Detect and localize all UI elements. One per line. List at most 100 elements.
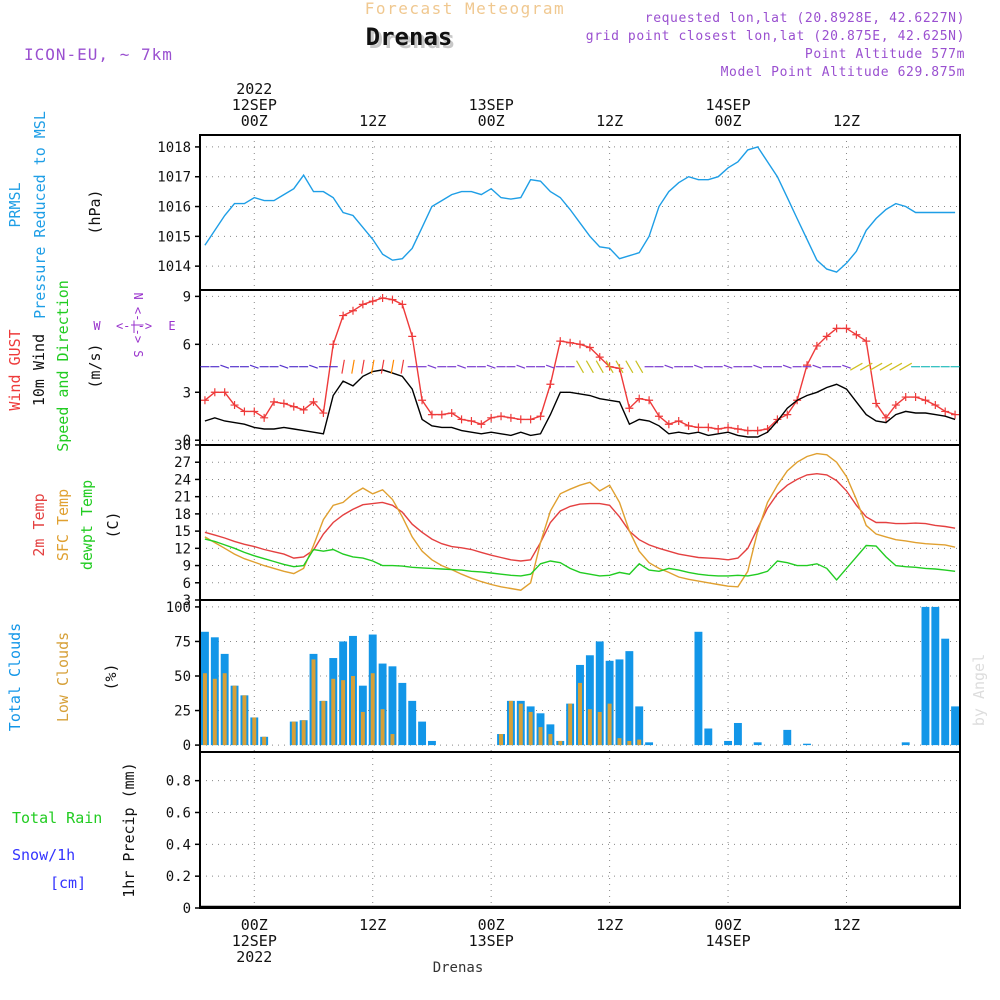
gust-marker [200,396,209,405]
wind-arrow [575,360,585,374]
total-cloud-bar [733,722,742,746]
gust-marker [684,421,693,430]
total-cloud-bar [694,631,703,746]
point-info: requested lon,lat (20.8928E, 42.6227N) gr… [586,11,965,80]
gust-marker [506,413,515,422]
info-line: requested lon,lat (20.8928E, 42.6227N) [645,11,965,26]
gust-marker [585,343,594,352]
supertitle: Forecast Meteogram [365,0,565,18]
wind-arrow [486,364,496,369]
low-cloud-bar [212,678,217,746]
gust-marker [743,426,752,435]
gust-marker [368,297,377,306]
total-cloud-bar [635,706,644,746]
bottom-time-label: 12Z [596,916,623,934]
gust-marker [891,401,900,410]
gust-marker [388,295,397,304]
rain-title: Total Rain [12,809,102,827]
gust-marker [457,415,466,424]
bottom-time-label: 12Z [833,916,860,934]
gust-marker [704,423,713,432]
precip-unit: 1hr Precip (mm) [120,762,138,897]
top-time-label: 2022 [236,80,272,98]
low-cloud-bar [311,659,316,746]
wind-dir-title: Speed and Direction [54,280,72,452]
gust-marker [418,396,427,405]
gust-marker [852,330,861,339]
wind-arrow [850,362,863,371]
total-cloud-bar [901,742,910,746]
y-tick-label: 6 [183,576,191,592]
low-cloud-bar [528,711,533,746]
y-tick-label: 3 [183,593,191,609]
total-cloud-bar [724,740,732,746]
low-cloud-bar [548,734,553,746]
y-tick-label: 50 [174,669,191,685]
total-cloud-bar [941,638,950,746]
total-clouds-title: Total Clouds [6,623,24,731]
gust-marker [516,415,525,424]
gust-marker [654,412,663,421]
gust-marker [556,337,565,346]
gust-marker [664,420,673,429]
y-tick-label: 9 [183,289,191,305]
bottom-time-label: 00Z [715,916,742,934]
temp-2m-title: 2m Temp [30,493,48,556]
y-tick-label: 3 [183,385,191,401]
gust-marker [378,293,387,302]
low-cloud-bar [597,711,602,746]
gust-marker [872,399,881,408]
low-cloud-bar [262,736,267,746]
gust-marker [724,423,733,432]
compass-east: E [168,319,175,333]
gust-marker [832,324,841,333]
y-tick-label: 6 [183,337,191,353]
wind-direction-arrows [200,359,960,374]
gust-marker [279,399,288,408]
low-cloud-bar [360,711,365,746]
gust-marker [576,340,584,349]
gust-marker [536,412,545,421]
gust-marker [299,405,308,414]
gust-marker [595,353,604,362]
gust-marker [230,401,239,410]
low-cloud-bar [499,734,504,746]
total-cloud-bar [408,700,417,746]
gust-marker [309,397,318,406]
bottom-time-label: 13SEP [469,932,514,950]
total-cloud-bar [378,663,387,746]
wind-arrow [351,359,355,374]
y-tick-label: 9 [183,559,191,575]
y-tick-label: 0.8 [166,774,191,790]
compass-west: W [93,319,101,333]
y-tick-label: 25 [174,704,191,720]
y-tick-label: 1017 [157,170,191,186]
Wind GUST-line [204,297,956,432]
temperature-grid [200,444,960,601]
top-time-label: 12SEP [232,96,277,114]
wind-arrow [341,359,345,374]
total-cloud-bar [645,742,654,746]
total-cloud-bar [921,606,930,746]
top-time-label: 13SEP [469,96,514,114]
2m Temp-line [204,472,956,562]
gust-marker [842,324,851,333]
top-time-label: 12Z [359,112,386,130]
wind-arrow [361,359,365,374]
total-cloud-bar [388,666,397,746]
wind-arrow [859,362,873,371]
wind-arrow [595,360,604,374]
wind-gust-title: Wind GUST [6,329,24,410]
low-cloud-bar [518,703,523,746]
gust-marker [240,407,249,416]
gust-marker [526,415,535,424]
panels: 1014101510161017101803693691215182124273… [157,134,961,917]
top-time-label: 00Z [715,112,742,130]
total-cloud-bar [753,742,762,746]
gust-marker [566,338,575,347]
pressure-frame [199,134,961,291]
wind-arrow [400,359,405,374]
y-tick-label: 0.4 [166,837,191,853]
